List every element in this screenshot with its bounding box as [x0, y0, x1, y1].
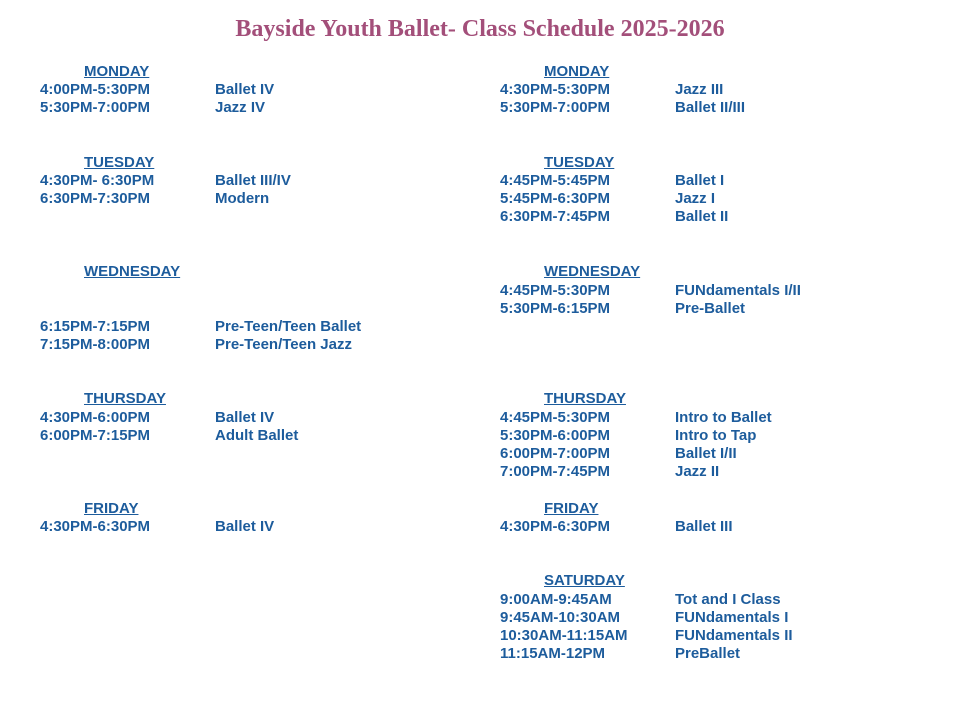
- class-name: Intro to Tap: [675, 427, 757, 444]
- class-time: 6:15PM-7:15PM: [40, 318, 151, 335]
- class-name: Jazz III: [675, 81, 724, 98]
- class-name: Ballet IV: [215, 518, 275, 535]
- schedule-row: 4:30PM-6:30PM Ballet III: [500, 518, 940, 536]
- class-name: Pre-Teen/Teen Ballet: [215, 318, 362, 335]
- class-time: 9:45AM-10:30AM: [500, 609, 621, 626]
- class-name: FUNdamentals II: [675, 627, 793, 644]
- day-heading-wednesday: WEDNESDAY: [84, 263, 181, 280]
- schedule-row: 5:30PM-7:00PM Ballet II/III: [500, 99, 940, 117]
- class-name: Jazz I: [675, 190, 716, 207]
- class-time: 5:30PM-7:00PM: [500, 99, 611, 116]
- schedule-row: 4:45PM-5:30PM FUNdamentals I/II: [500, 282, 940, 300]
- schedule-row: 9:45AM-10:30AM FUNdamentals I: [500, 609, 940, 627]
- class-time: 6:30PM-7:45PM: [500, 208, 611, 225]
- schedule-row: 4:45PM-5:30PM Intro to Ballet: [500, 409, 940, 427]
- class-time: 4:45PM-5:30PM: [500, 409, 611, 426]
- class-time: 7:00PM-7:45PM: [500, 463, 611, 480]
- schedule-row: 4:00PM-5:30PM Ballet IV: [40, 81, 480, 99]
- day-heading-wednesday: WEDNESDAY: [544, 263, 641, 280]
- day-heading-tuesday: TUESDAY: [544, 154, 615, 171]
- schedule-row: 10:30AM-11:15AM FUNdamentals II: [500, 627, 940, 645]
- class-time: 4:45PM-5:45PM: [500, 172, 611, 189]
- schedule-row: 6:00PM-7:15PM Adult Ballet: [40, 427, 480, 445]
- schedule-row: 4:30PM-5:30PM Jazz III: [500, 81, 940, 99]
- page-title: Bayside Youth Ballet- Class Schedule 202…: [235, 16, 725, 42]
- class-name: FUNdamentals I: [675, 609, 789, 626]
- class-time: 6:30PM-7:30PM: [40, 190, 151, 207]
- class-name: Pre-Teen/Teen Jazz: [215, 336, 352, 353]
- schedule-row: 4:30PM- 6:30PM Ballet III/IV: [40, 172, 480, 190]
- class-time: 4:30PM-5:30PM: [500, 81, 611, 98]
- class-time: 4:30PM-6:00PM: [40, 409, 151, 426]
- class-name: Intro to Ballet: [675, 409, 772, 426]
- day-heading-thursday: THURSDAY: [544, 390, 626, 407]
- schedule-row: 5:30PM-6:15PM Pre-Ballet: [500, 300, 940, 318]
- class-time: 5:30PM-7:00PM: [40, 99, 151, 116]
- class-name: Tot and I Class: [675, 591, 781, 608]
- class-name: Modern: [215, 190, 270, 207]
- day-heading-saturday: SATURDAY: [544, 572, 625, 589]
- class-name: Jazz IV: [215, 99, 266, 116]
- class-name: PreBallet: [675, 645, 741, 662]
- schedule-row: 11:15AM-12PM PreBallet: [500, 645, 940, 663]
- class-time: 4:00PM-5:30PM: [40, 81, 151, 98]
- class-time: 11:15AM-12PM: [500, 645, 606, 662]
- class-name: Adult Ballet: [215, 427, 299, 444]
- schedule-row: 7:00PM-7:45PM Jazz II: [500, 463, 940, 481]
- class-name: Jazz II: [675, 463, 720, 480]
- class-name: Ballet II/III: [675, 99, 746, 116]
- class-time: 5:45PM-6:30PM: [500, 190, 611, 207]
- schedule-row: 7:15PM-8:00PM Pre-Teen/Teen Jazz: [40, 336, 480, 354]
- schedule-row: 6:30PM-7:45PM Ballet II: [500, 208, 940, 226]
- class-time: 4:45PM-5:30PM: [500, 282, 611, 299]
- schedule-row: 4:30PM-6:00PM Ballet IV: [40, 409, 480, 427]
- day-heading-friday: FRIDAY: [544, 500, 599, 517]
- class-time: 6:00PM-7:15PM: [40, 427, 151, 444]
- day-heading-tuesday: TUESDAY: [84, 154, 155, 171]
- class-name: Ballet III/IV: [215, 172, 291, 189]
- schedule-row: 5:45PM-6:30PM Jazz I: [500, 190, 940, 208]
- class-time: 9:00AM-9:45AM: [500, 591, 612, 608]
- schedule-row: 6:30PM-7:30PM Modern: [40, 190, 480, 208]
- class-time: 10:30AM-11:15AM: [500, 627, 628, 644]
- class-name: Ballet I/II: [675, 445, 737, 462]
- class-name: FUNdamentals I/II: [675, 282, 801, 299]
- schedule-row: 4:45PM-5:45PM Ballet I: [500, 172, 940, 190]
- schedule-row: 6:15PM-7:15PM Pre-Teen/Teen Ballet: [40, 318, 480, 336]
- day-heading-monday: MONDAY: [544, 63, 610, 80]
- class-name: Ballet IV: [215, 409, 275, 426]
- schedule-row: 4:30PM-6:30PM Ballet IV: [40, 518, 480, 536]
- schedule-row: 9:00AM-9:45AM Tot and I Class: [500, 591, 940, 609]
- day-heading-friday: FRIDAY: [84, 500, 139, 517]
- class-time: 7:15PM-8:00PM: [40, 336, 151, 353]
- class-name: Pre-Ballet: [675, 300, 746, 317]
- schedule-row: 6:00PM-7:00PM Ballet I/II: [500, 445, 940, 463]
- class-name: Ballet IV: [215, 81, 275, 98]
- day-heading-thursday: THURSDAY: [84, 390, 166, 407]
- class-name: Ballet I: [675, 172, 725, 189]
- class-time: 6:00PM-7:00PM: [500, 445, 611, 462]
- class-time: 5:30PM-6:00PM: [500, 427, 611, 444]
- class-time: 4:30PM-6:30PM: [500, 518, 611, 535]
- class-time: 4:30PM-6:30PM: [40, 518, 151, 535]
- schedule-row: 5:30PM-7:00PM Jazz IV: [40, 99, 480, 117]
- class-name: Ballet III: [675, 518, 733, 535]
- class-name: Ballet II: [675, 208, 729, 225]
- class-time: 5:30PM-6:15PM: [500, 300, 611, 317]
- schedule-row: 5:30PM-6:00PM Intro to Tap: [500, 427, 940, 445]
- day-heading-monday: MONDAY: [84, 63, 150, 80]
- class-time: 4:30PM- 6:30PM: [40, 172, 155, 189]
